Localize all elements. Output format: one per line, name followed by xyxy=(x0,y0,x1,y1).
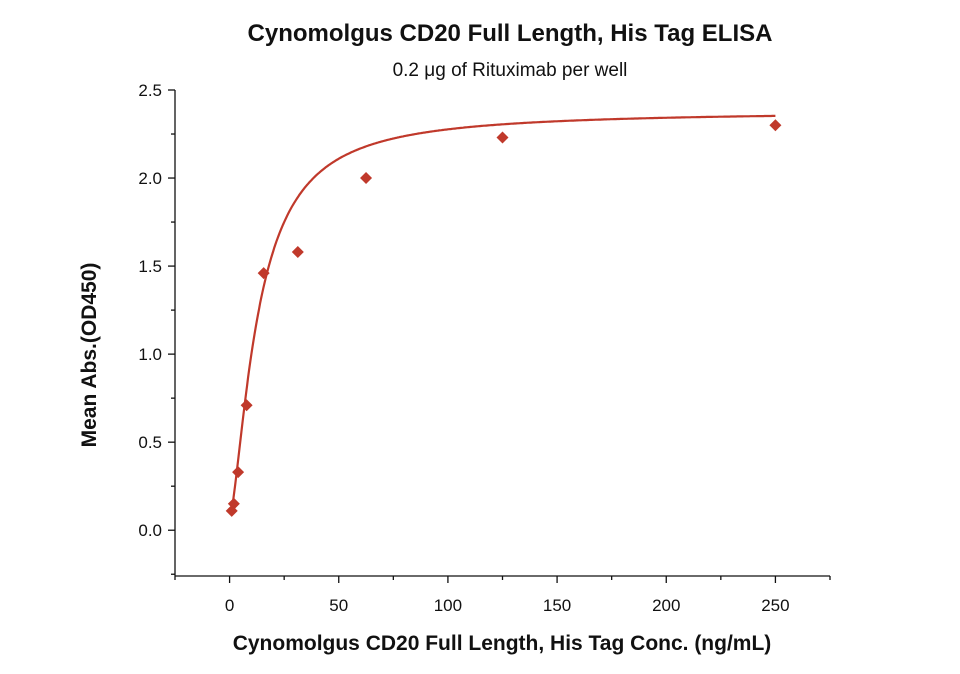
y-tick-label: 0.5 xyxy=(138,433,162,452)
data-point xyxy=(769,119,782,132)
chart-title: Cynomolgus CD20 Full Length, His Tag ELI… xyxy=(248,20,773,47)
x-tick-label: 0 xyxy=(225,596,234,615)
data-point xyxy=(240,399,253,412)
y-tick-label: 2.5 xyxy=(138,81,162,100)
x-tick-label: 250 xyxy=(761,596,789,615)
y-ticks: 0.0 0.5 1.0 1.5 2.0 2.5 xyxy=(138,81,175,575)
x-tick-label: 100 xyxy=(434,596,462,615)
data-point xyxy=(232,466,245,479)
data-point xyxy=(291,246,304,258)
y-axis-label: Mean Abs.(OD450) xyxy=(78,263,101,448)
y-tick-label: 1.5 xyxy=(138,257,162,276)
x-axis-label: Cynomolgus CD20 Full Length, His Tag Con… xyxy=(233,632,772,655)
y-tick-label: 0.0 xyxy=(138,521,162,540)
fit-curve xyxy=(229,114,776,516)
x-tick-label: 200 xyxy=(652,596,680,615)
data-point xyxy=(496,131,509,144)
data-point xyxy=(360,172,373,185)
x-tick-label: 50 xyxy=(329,596,348,615)
y-tick-label: 2.0 xyxy=(138,169,162,188)
chart-subtitle: 0.2 μg of Rituximab per well xyxy=(393,60,628,81)
x-ticks: 0 50 100 150 200 250 xyxy=(174,576,831,615)
y-tick-label: 1.0 xyxy=(138,345,162,364)
data-point xyxy=(227,497,240,510)
axes xyxy=(174,90,830,577)
x-tick-label: 150 xyxy=(543,596,571,615)
data-points xyxy=(225,119,782,517)
data-point xyxy=(257,267,270,280)
